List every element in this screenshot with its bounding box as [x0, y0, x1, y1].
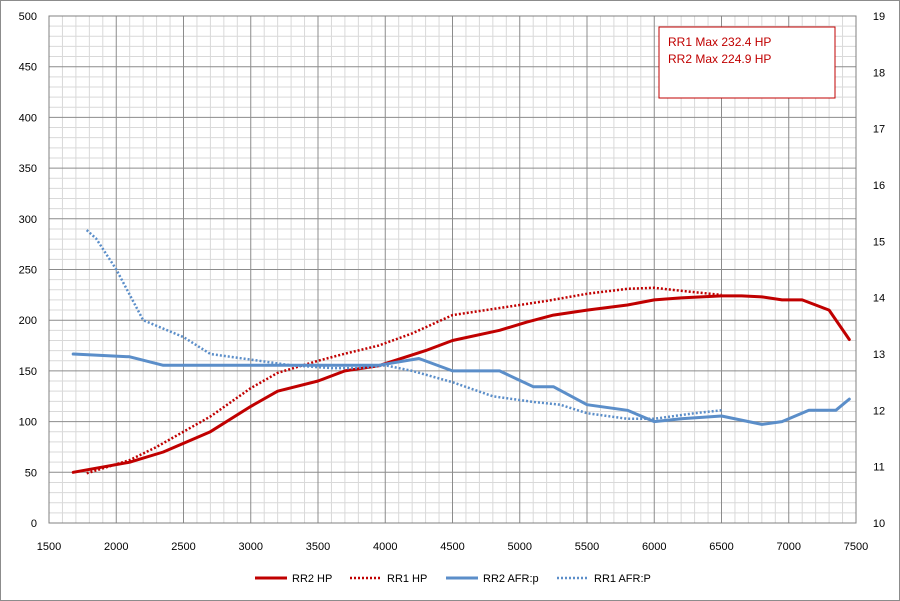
x-tick-label: 6500 — [709, 541, 733, 553]
y-left-tick-label: 0 — [31, 518, 37, 530]
legend-item-rr2-hp: RR2 HP — [255, 573, 332, 585]
y-right-tick-label: 10 — [873, 518, 885, 530]
plot-border — [48, 15, 857, 524]
max-hp-annotation: RR1 Max 232.4 HP RR2 Max 224.9 HP — [658, 26, 836, 99]
x-tick-label: 1500 — [37, 541, 61, 553]
y-right-tick-label: 14 — [873, 293, 885, 305]
legend-item-rr1-hp: RR1 HP — [350, 573, 427, 585]
series-line-rr2-afr-p — [71, 352, 851, 426]
legend-label-rr1-afr: RR1 AFR:P — [594, 573, 651, 585]
series-layer — [71, 229, 851, 475]
x-tick-label: 4000 — [373, 541, 397, 553]
legend-label-rr1-hp: RR1 HP — [387, 573, 427, 585]
y-left-tick-label: 300 — [19, 214, 37, 226]
x-tick-label: 2000 — [104, 541, 128, 553]
x-tick-label: 5000 — [508, 541, 532, 553]
y-axis-left-ticks: 0 50 100 150 200 250 300 350 400 450 500 — [19, 11, 37, 530]
x-tick-label: 5500 — [575, 541, 599, 553]
y-left-tick-label: 200 — [19, 315, 37, 327]
legend-label-rr2-hp: RR2 HP — [292, 573, 332, 585]
x-tick-label: 3500 — [306, 541, 330, 553]
y-left-tick-label: 150 — [19, 366, 37, 378]
y-right-tick-label: 13 — [873, 349, 885, 361]
legend: RR2 HP RR1 HP RR2 AFR:p RR1 AFR:P — [255, 573, 651, 585]
x-tick-label: 7000 — [777, 541, 801, 553]
y-right-tick-label: 15 — [873, 236, 885, 248]
y-left-tick-label: 50 — [25, 467, 37, 479]
legend-item-rr2-afr: RR2 AFR:p — [446, 573, 539, 585]
x-tick-label: 2500 — [171, 541, 195, 553]
y-left-tick-label: 350 — [19, 163, 37, 175]
y-right-tick-label: 18 — [873, 67, 885, 79]
y-left-tick-label: 400 — [19, 112, 37, 124]
x-axis-ticks: 1500 2000 2500 3000 3500 4000 4500 5000 5500 6000… — [37, 541, 868, 553]
legend-item-rr1-afr: RR1 AFR:P — [557, 573, 651, 585]
y-right-tick-label: 11 — [873, 462, 884, 474]
y-right-tick-label: 16 — [873, 180, 885, 192]
y-right-tick-label: 17 — [873, 124, 885, 136]
y-left-tick-label: 450 — [19, 62, 37, 74]
legend-label-rr2-afr: RR2 AFR:p — [483, 573, 539, 585]
y-axis-right-ticks: 10 11 12 13 14 15 16 17 18 19 — [873, 11, 885, 530]
y-left-tick-label: 500 — [19, 11, 37, 23]
annotation-line-rr1: RR1 Max 232.4 HP — [668, 35, 771, 49]
y-left-tick-label: 100 — [19, 417, 37, 429]
x-tick-label: 7500 — [844, 541, 868, 553]
y-right-tick-label: 12 — [873, 405, 885, 417]
series-line-rr1-afr-p — [85, 229, 722, 421]
y-right-tick-label: 19 — [873, 11, 885, 23]
annotation-line-rr2: RR2 Max 224.9 HP — [668, 52, 771, 66]
x-tick-label: 4500 — [440, 541, 464, 553]
series-line-rr2-hp — [71, 294, 851, 474]
annotation-box — [658, 26, 836, 99]
x-tick-label: 3000 — [239, 541, 263, 553]
x-tick-label: 6000 — [642, 541, 666, 553]
y-left-tick-label: 250 — [19, 265, 37, 277]
